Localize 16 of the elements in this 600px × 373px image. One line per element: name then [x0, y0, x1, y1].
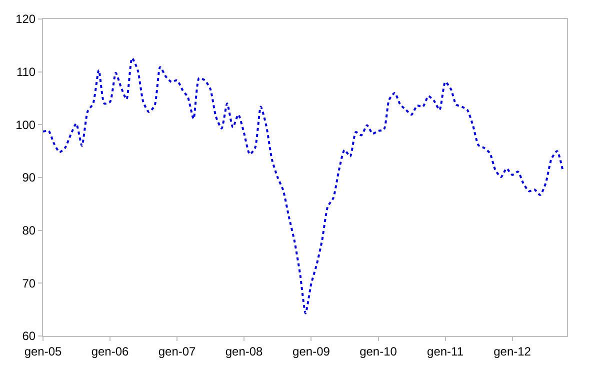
y-tick-label: 110	[16, 65, 36, 80]
y-tick-label: 60	[22, 329, 36, 344]
x-tick-label: gen-08	[225, 344, 264, 358]
x-tick-label: gen-09	[292, 344, 330, 358]
x-tick-label: gen-10	[360, 344, 398, 358]
line-series	[43, 57, 564, 314]
x-tick-label: gen-07	[158, 344, 196, 358]
x-tick-label: gen-06	[91, 344, 130, 358]
y-tick-label: 70	[22, 276, 36, 290]
x-tick-label: gen-11	[427, 344, 464, 358]
y-tick-label: 90	[22, 170, 36, 185]
y-tick-label: 100	[16, 118, 36, 132]
x-tick-label: gen-12	[494, 344, 532, 358]
x-tick-label: gen-05	[24, 344, 62, 358]
y-tick-label: 80	[22, 224, 36, 238]
y-tick-label: 120	[16, 12, 36, 26]
